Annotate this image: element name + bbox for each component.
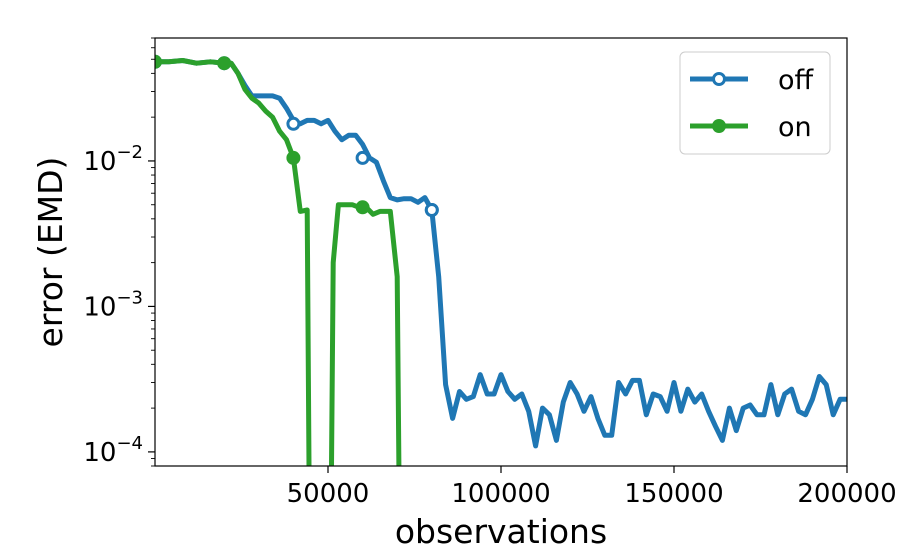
legend-label-off: off bbox=[778, 65, 815, 96]
y-axis-label: error (EMD) bbox=[31, 157, 70, 348]
series-line-on bbox=[155, 58, 312, 466]
legend-marker-on bbox=[712, 119, 726, 133]
x-tick-label: 150000 bbox=[624, 479, 723, 509]
data-point-off bbox=[424, 203, 439, 217]
y-axis: 10−4 10−3 10−2 bbox=[83, 37, 155, 468]
data-point-on bbox=[355, 200, 370, 215]
x-tick-label: 200000 bbox=[797, 479, 896, 509]
legend: off on bbox=[679, 51, 831, 155]
series-layer bbox=[155, 54, 847, 466]
data-point-off bbox=[286, 116, 301, 131]
y-tick-label: 10−2 bbox=[83, 142, 143, 177]
legend-marker-off bbox=[712, 72, 726, 86]
data-point-on bbox=[286, 150, 301, 165]
data-point-on bbox=[217, 56, 232, 71]
y-tick-label: 10−3 bbox=[83, 287, 143, 322]
x-axis-label: observations bbox=[395, 512, 607, 551]
y-tick-label: 10−4 bbox=[83, 433, 143, 468]
x-tick-label: 50000 bbox=[287, 479, 370, 509]
data-point-on bbox=[155, 54, 162, 69]
series-line-on bbox=[329, 202, 402, 466]
legend-label-on: on bbox=[778, 112, 812, 143]
x-tick-label: 100000 bbox=[451, 479, 550, 509]
x-axis: 50000 100000 150000 200000 bbox=[287, 466, 897, 509]
data-point-off bbox=[355, 150, 370, 165]
